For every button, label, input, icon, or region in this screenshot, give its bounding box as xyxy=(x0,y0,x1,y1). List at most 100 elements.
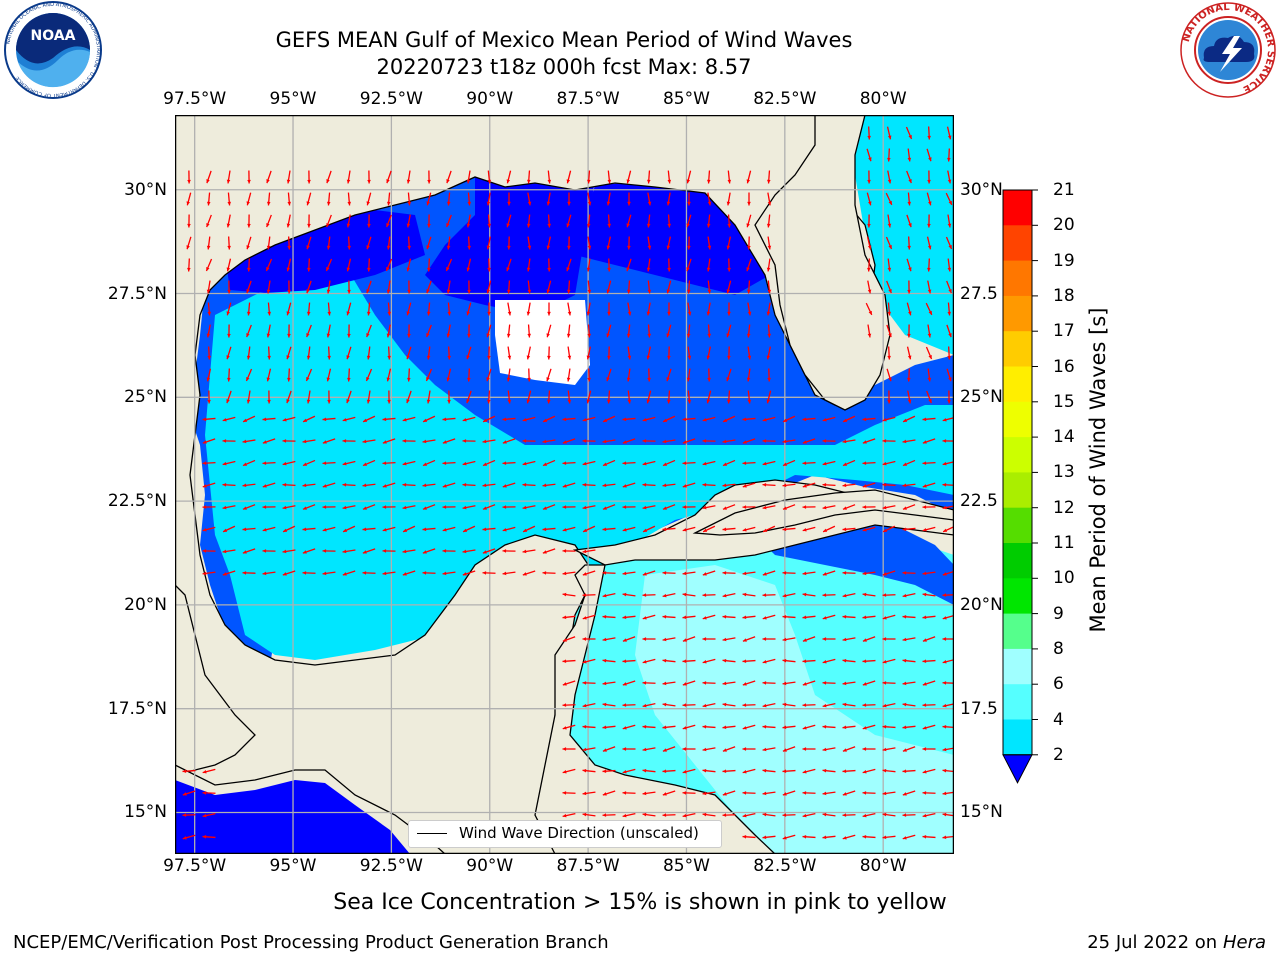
wave-direction-arrowhead xyxy=(907,333,911,338)
wave-direction-arrowhead xyxy=(682,592,687,597)
wave-direction-arrowhead xyxy=(302,506,307,510)
footer-host: Hera xyxy=(1222,932,1266,953)
wave-direction-arrowhead xyxy=(947,223,952,228)
wave-direction-arrowhead xyxy=(947,157,951,162)
wave-direction-arrowhead xyxy=(206,289,211,294)
wave-direction-arrowhead xyxy=(366,355,371,360)
wave-direction-arrowhead xyxy=(562,791,567,795)
wave-direction-arrowhead xyxy=(402,505,407,510)
wave-direction-arrowhead xyxy=(482,550,487,554)
wave-direction-arrowhead xyxy=(822,681,827,685)
wave-direction-arrowhead xyxy=(442,549,447,553)
lon-tick-top: 85°W xyxy=(662,89,710,109)
lat-tick-left: 20°N xyxy=(124,594,167,615)
wave-direction-arrowhead xyxy=(927,223,931,228)
wave-direction-arrowhead xyxy=(862,417,867,422)
wave-direction-arrowhead xyxy=(602,571,607,575)
wave-direction-arrowhead xyxy=(602,593,607,598)
wave-direction-arrowhead xyxy=(782,792,787,796)
wave-direction-arrowhead xyxy=(722,614,727,619)
wave-direction-arrowhead xyxy=(326,201,331,206)
wave-direction-arrowhead xyxy=(507,201,511,206)
wave-direction-arrowhead xyxy=(908,223,912,228)
wave-direction-arrowhead xyxy=(802,703,807,707)
footer-credit: NCEP/EMC/Verification Post Processing Pr… xyxy=(13,932,609,953)
wave-direction-arrowhead xyxy=(922,592,927,597)
wave-direction-arrowhead xyxy=(462,483,467,487)
wave-direction-arrowhead xyxy=(887,355,891,360)
wave-direction-arrowhead xyxy=(908,267,912,272)
wave-direction-arrowhead xyxy=(287,201,292,206)
wave-direction-arrowhead xyxy=(782,439,787,444)
wave-direction-arrowhead xyxy=(922,791,927,795)
wave-direction-arrowhead xyxy=(602,439,607,444)
colorbar-tick-label: 19 xyxy=(1053,250,1075,271)
wave-direction-arrowhead xyxy=(642,681,647,685)
wave-direction-arrowhead xyxy=(546,245,551,250)
wave-direction-arrowhead xyxy=(322,571,327,576)
wave-direction-arrowhead xyxy=(726,377,730,382)
wave-direction-arrowhead xyxy=(663,462,668,466)
wave-direction-arrowhead xyxy=(262,571,267,576)
wave-direction-arrowhead xyxy=(662,571,667,575)
wave-direction-arrowhead xyxy=(666,399,671,404)
wave-direction-arrowhead xyxy=(622,726,627,730)
wave-direction-arrowhead xyxy=(922,703,927,707)
wave-direction-arrowhead xyxy=(642,791,647,796)
wave-direction-arrowhead xyxy=(882,724,887,729)
wave-direction-arrowhead xyxy=(522,483,527,487)
wave-direction-arrowhead xyxy=(427,179,431,184)
gulf-water-light xyxy=(205,265,954,660)
lon-tick-bottom: 92.5°W xyxy=(359,856,423,876)
wave-direction-arrowhead xyxy=(586,267,591,272)
wave-direction-arrowhead xyxy=(782,506,787,510)
wave-direction-arrowhead xyxy=(622,638,627,642)
wave-direction-arrowhead xyxy=(922,813,927,818)
lon-tick-bottom: 87.5°W xyxy=(556,856,620,876)
wave-direction-arrowhead xyxy=(222,549,227,554)
wave-direction-arrowhead xyxy=(822,439,827,443)
wave-direction-arrowhead xyxy=(882,616,887,620)
wave-direction-arrowhead xyxy=(227,333,231,338)
wave-direction-arrowhead xyxy=(722,725,727,730)
wave-direction-arrowhead xyxy=(346,399,350,404)
wave-direction-arrowhead xyxy=(302,527,307,532)
wave-direction-arrowhead xyxy=(582,572,587,576)
wave-direction-arrowhead xyxy=(902,702,907,707)
wave-direction-arrowhead xyxy=(682,638,687,642)
colorbar-tick-label: 17 xyxy=(1053,321,1075,342)
wave-direction-arrowhead xyxy=(802,659,807,664)
wave-direction-arrowhead xyxy=(187,223,191,228)
wave-direction-arrowhead xyxy=(567,311,572,316)
wave-direction-arrowhead xyxy=(346,223,351,228)
wave-direction-arrowhead xyxy=(442,461,447,465)
wave-direction-arrowhead xyxy=(686,267,690,272)
wave-direction-arrowhead xyxy=(922,417,927,422)
wave-direction-arrowhead xyxy=(582,637,587,641)
wave-direction-arrowhead xyxy=(822,835,827,840)
wave-direction-arrowhead xyxy=(466,311,470,316)
wave-direction-arrowhead xyxy=(446,289,451,294)
wave-direction-arrowhead xyxy=(902,748,907,752)
colorbar-segment xyxy=(1003,366,1032,403)
wave-direction-arrowhead xyxy=(602,527,607,532)
wave-direction-arrowhead xyxy=(406,179,411,184)
wave-direction-arrowhead xyxy=(822,593,827,597)
colorbar-tick-label: 12 xyxy=(1053,497,1075,518)
wave-direction-arrowhead xyxy=(762,681,767,685)
wave-direction-arrowhead xyxy=(742,726,747,730)
wave-direction-arrowhead xyxy=(762,724,767,729)
wave-direction-arrowhead xyxy=(586,311,591,316)
wave-direction-arrowhead xyxy=(622,528,627,532)
wave-direction-arrowhead xyxy=(462,572,467,576)
wave-direction-arrowhead xyxy=(246,245,250,250)
wave-direction-arrowhead xyxy=(742,571,747,576)
wave-direction-arrowhead xyxy=(822,616,827,620)
wave-direction-arrowhead xyxy=(606,289,611,294)
wave-direction-arrowhead xyxy=(542,439,547,444)
wave-direction-arrowhead xyxy=(626,289,631,294)
wave-direction-arrowhead xyxy=(526,179,531,184)
wave-direction-arrowhead xyxy=(387,355,391,360)
wave-direction-arrowhead xyxy=(862,571,867,576)
wave-direction-arrowhead xyxy=(562,769,567,774)
